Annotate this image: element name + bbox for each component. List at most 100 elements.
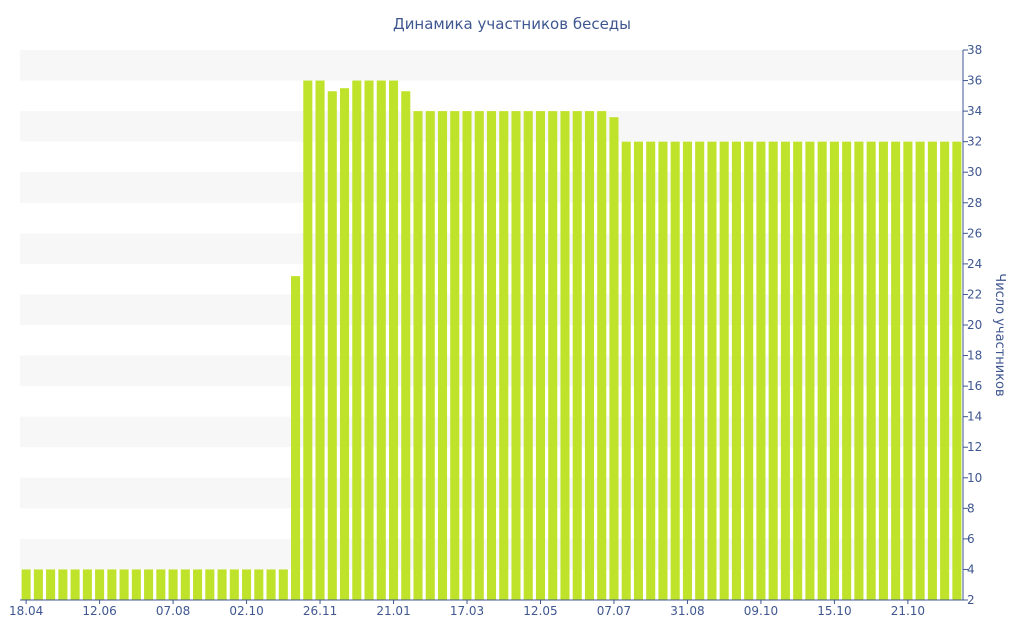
bar[interactable]: [486, 111, 497, 600]
bar[interactable]: [597, 111, 607, 600]
y-tick-label: 38: [967, 43, 982, 57]
bar[interactable]: [376, 80, 386, 601]
y-tick-label: 34: [967, 104, 982, 118]
bar[interactable]: [633, 141, 643, 600]
bar[interactable]: [107, 569, 117, 600]
y-tick-label: 14: [967, 410, 982, 424]
x-tick-label: 02.10: [229, 604, 263, 618]
bar[interactable]: [499, 111, 509, 600]
bar[interactable]: [131, 569, 141, 600]
x-tick-label: 21.01: [376, 604, 410, 618]
bar[interactable]: [560, 111, 570, 600]
bar[interactable]: [46, 569, 56, 600]
bar[interactable]: [156, 569, 166, 600]
bar[interactable]: [707, 141, 717, 600]
bar[interactable]: [168, 569, 178, 600]
x-tick-label: 12.06: [82, 604, 116, 618]
bar[interactable]: [829, 141, 839, 600]
bar[interactable]: [229, 569, 239, 600]
bar[interactable]: [756, 141, 766, 600]
bar[interactable]: [842, 141, 852, 600]
bar[interactable]: [340, 88, 350, 600]
y-tick-label: 4: [967, 562, 975, 576]
bar[interactable]: [217, 569, 227, 600]
bar[interactable]: [33, 569, 43, 600]
bar[interactable]: [523, 111, 533, 600]
bar[interactable]: [450, 111, 460, 600]
bar[interactable]: [119, 569, 129, 600]
bar[interactable]: [609, 117, 619, 600]
y-tick-label: 10: [967, 471, 982, 485]
bar[interactable]: [940, 141, 950, 600]
bar[interactable]: [315, 80, 325, 601]
bar[interactable]: [658, 141, 668, 600]
x-tick-label: 09.10: [744, 604, 778, 618]
bar[interactable]: [548, 111, 558, 600]
bar[interactable]: [866, 141, 876, 600]
bar[interactable]: [682, 141, 692, 600]
grid-band: [20, 50, 963, 81]
x-axis-ticks: 18.04 12.06 07.08 02.10 26.11 21.01 17.03 12.05…: [9, 600, 925, 618]
bar[interactable]: [70, 569, 80, 600]
y-tick-label: 28: [967, 196, 982, 210]
bar[interactable]: [462, 111, 472, 600]
bar[interactable]: [719, 141, 729, 600]
bar[interactable]: [425, 111, 435, 600]
bar[interactable]: [891, 141, 901, 600]
bar[interactable]: [180, 569, 190, 600]
bar[interactable]: [82, 569, 92, 600]
bar[interactable]: [254, 569, 264, 600]
bar[interactable]: [327, 91, 337, 600]
bar[interactable]: [621, 141, 631, 600]
bar[interactable]: [144, 569, 154, 600]
bar[interactable]: [695, 141, 705, 600]
bar[interactable]: [437, 111, 448, 600]
x-tick-label: 15.10: [817, 604, 851, 618]
bar[interactable]: [352, 80, 362, 601]
bar[interactable]: [731, 141, 741, 600]
bar[interactable]: [303, 80, 313, 601]
bar[interactable]: [903, 141, 913, 600]
bar[interactable]: [793, 141, 803, 600]
y-tick-label: 20: [967, 318, 982, 332]
bar[interactable]: [291, 276, 301, 600]
bar[interactable]: [205, 569, 215, 600]
bar[interactable]: [646, 141, 656, 600]
x-tick-label: 31.08: [670, 604, 704, 618]
bar[interactable]: [584, 111, 595, 600]
y-tick-label: 16: [967, 379, 982, 393]
y-tick-label: 8: [967, 501, 975, 515]
bar[interactable]: [854, 141, 864, 600]
bar[interactable]: [927, 141, 937, 600]
bar[interactable]: [474, 111, 484, 600]
bar[interactable]: [95, 569, 105, 600]
bar[interactable]: [805, 141, 815, 600]
bar[interactable]: [511, 111, 521, 600]
bar[interactable]: [193, 569, 203, 600]
bar[interactable]: [364, 80, 374, 601]
bar[interactable]: [413, 111, 423, 600]
bar[interactable]: [242, 569, 252, 600]
x-tick-label: 26.11: [303, 604, 337, 618]
x-tick-label: 18.04: [9, 604, 43, 618]
bar[interactable]: [768, 141, 778, 600]
bar[interactable]: [817, 141, 827, 600]
bar[interactable]: [670, 141, 680, 600]
y-tick-label: 32: [967, 135, 982, 149]
bar[interactable]: [535, 111, 546, 600]
bar[interactable]: [952, 141, 962, 600]
bar[interactable]: [401, 91, 411, 600]
bar[interactable]: [58, 569, 68, 600]
bar[interactable]: [388, 80, 399, 601]
bar[interactable]: [744, 141, 754, 600]
bar[interactable]: [915, 141, 925, 600]
bar[interactable]: [21, 569, 31, 600]
x-tick-label: 21.10: [891, 604, 925, 618]
y-tick-label: 36: [967, 74, 982, 88]
bar[interactable]: [266, 569, 276, 600]
bar[interactable]: [878, 141, 888, 600]
bar[interactable]: [278, 569, 288, 600]
bar[interactable]: [780, 141, 790, 600]
bar[interactable]: [572, 111, 582, 600]
